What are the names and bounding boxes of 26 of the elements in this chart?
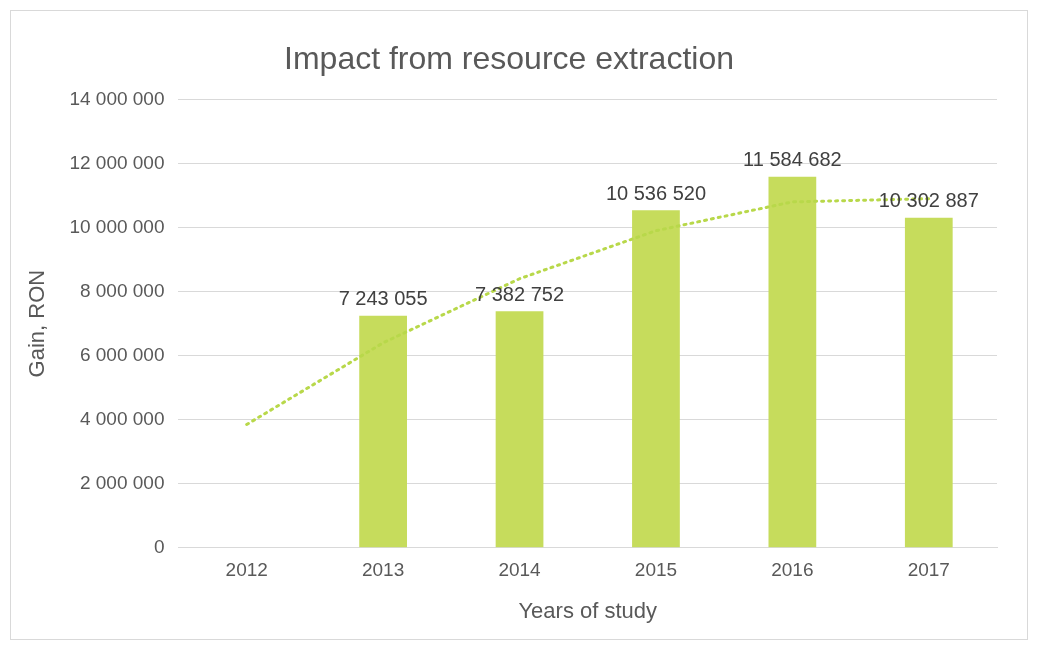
x-axis-title: Years of study	[518, 597, 658, 623]
y-tick-label: 4 000 000	[79, 407, 165, 429]
x-tick-label: 2012	[225, 559, 268, 581]
x-tick-label: 2016	[771, 559, 814, 581]
x-tick-label: 2017	[907, 559, 950, 581]
data-label: 11 584 682	[743, 148, 842, 171]
y-tick-label: 2 000 000	[79, 471, 165, 493]
bar	[359, 315, 407, 548]
data-label: 10 536 520	[605, 181, 707, 204]
bar	[768, 176, 817, 548]
y-tick-label: 0	[153, 536, 165, 558]
y-tick-label: 12 000 000	[69, 151, 165, 173]
y-tick-label: 10 000 000	[69, 215, 165, 237]
x-tick-label: 2015	[634, 559, 678, 581]
y-tick-label: 14 000 000	[69, 87, 165, 109]
bar	[495, 311, 544, 548]
bar	[632, 210, 680, 548]
y-axis-title: Gain, RON	[24, 269, 50, 378]
x-tick-label: 2014	[498, 559, 542, 581]
y-tick-label: 8 000 000	[79, 279, 165, 301]
data-label: 7 243 055	[338, 287, 428, 310]
chart-title: Impact from resource extraction	[284, 40, 734, 77]
x-tick-label: 2013	[361, 559, 405, 581]
data-label: 7 382 752	[475, 282, 565, 305]
y-tick-label: 6 000 000	[79, 343, 165, 365]
bar	[904, 217, 953, 548]
